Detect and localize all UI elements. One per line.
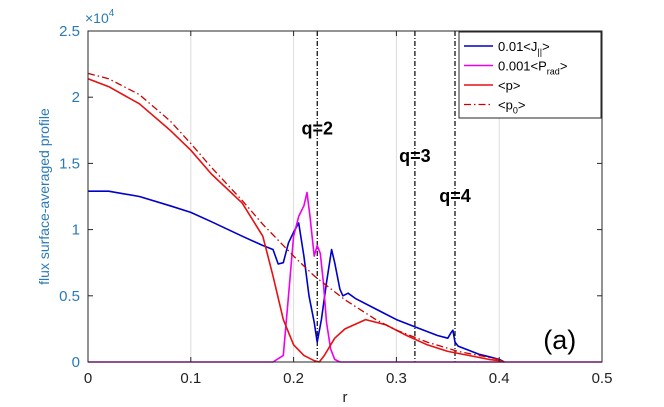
q-label-0: q=2: [301, 118, 333, 138]
legend-entry-3: <p0>: [498, 98, 525, 116]
y-tick-label-0: 0: [72, 354, 80, 371]
legend-entry-0: 0.01<J||>: [498, 39, 550, 57]
y-tick-label-2: 1: [72, 222, 80, 239]
y-tick-label-3: 1.5: [59, 155, 80, 172]
x-tick-label-4: 0.4: [489, 370, 510, 387]
y-axis-exponent: ×104: [85, 8, 115, 26]
series-line-0: [88, 190, 505, 363]
y-tick-label-4: 2: [72, 89, 80, 106]
axis-ticks: 0 0.1 0.2 0.3 0.4 0.5 0 0.5 1 1.5 2 2.5: [59, 23, 612, 387]
series-line-2: [87, 77, 505, 363]
y-tick-label-1: 0.5: [59, 288, 80, 305]
panel-label: (a): [543, 325, 576, 355]
legend-entry-1-sub: rad: [547, 67, 560, 77]
legend-entry-1: 0.001<Prad>: [498, 59, 567, 77]
rational-surface-lines: [316, 31, 456, 362]
y-tick-label-5: 2.5: [59, 23, 80, 40]
x-tick-label-0: 0: [84, 370, 92, 387]
legend-entry-3-main: <p: [498, 98, 513, 113]
legend: 0.01<J||>0.001<Prad><p><p0>: [458, 31, 602, 119]
legend-entry-0-main: 0.01<J: [498, 39, 537, 54]
x-tick-label-2: 0.2: [283, 370, 304, 387]
legend-entry-3-sub: 0: [513, 106, 518, 116]
legend-entry-1-end: >: [560, 59, 568, 74]
legend-entry-0-sub: ||: [537, 47, 542, 57]
legend-entry-0-end: >: [542, 39, 550, 54]
y-axis-label-group: flux surface-averaged profile: [36, 108, 52, 285]
legend-entry-3-end: >: [518, 98, 526, 113]
x-tick-label-3: 0.3: [386, 370, 407, 387]
y-axis-label: flux surface-averaged profile: [36, 108, 52, 285]
legend-entry-1-main: 0.001<P: [498, 59, 547, 74]
legend-entry-2: <p>: [498, 78, 520, 93]
x-axis-label: r: [343, 389, 348, 406]
q-labels: q=2 q=3 q=4: [301, 118, 470, 206]
q-label-2: q=4: [439, 186, 471, 206]
series-lines: [87, 72, 602, 363]
legend-entry-2-main: <p>: [498, 78, 520, 93]
q-label-1: q=3: [399, 146, 431, 166]
x-tick-label-5: 0.5: [592, 370, 613, 387]
y-axis-exponent-power: 4: [109, 8, 115, 19]
plot-frame: [87, 30, 603, 363]
series-line-1: [88, 191, 602, 363]
y-axis-exponent-base: ×10: [85, 10, 109, 26]
x-tick-label-1: 0.1: [180, 370, 201, 387]
series-line-3: [87, 72, 505, 363]
